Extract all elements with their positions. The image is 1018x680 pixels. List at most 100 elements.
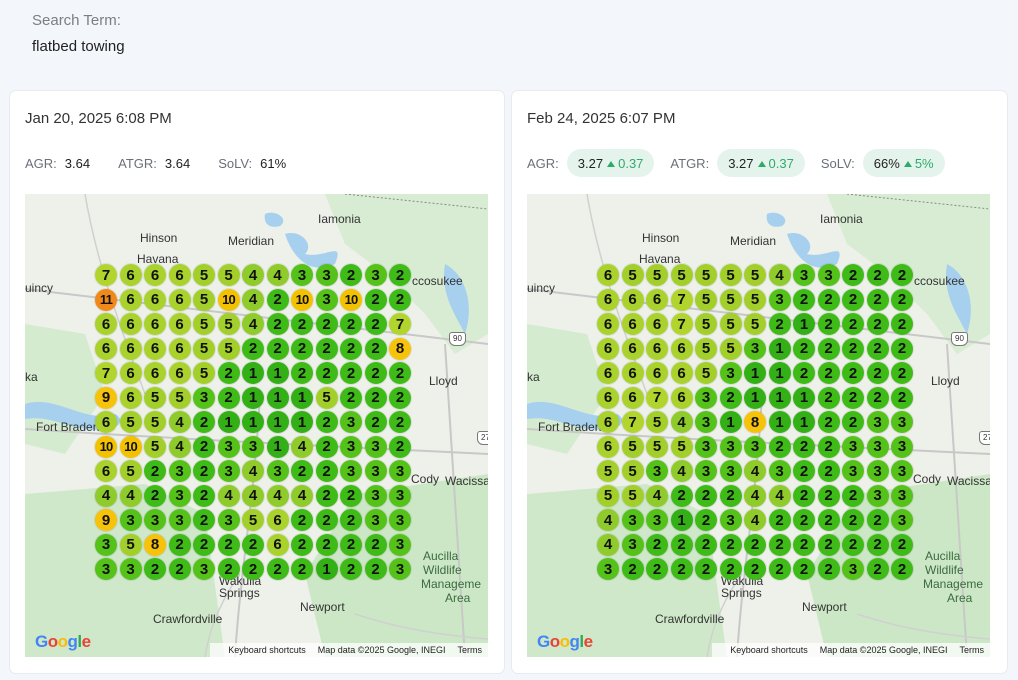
rank-dot[interactable]: 7 <box>95 264 117 286</box>
rank-dot[interactable]: 5 <box>144 411 166 433</box>
terms-link[interactable]: Terms <box>457 645 483 655</box>
rank-dot[interactable]: 2 <box>842 411 864 433</box>
rank-dot[interactable]: 2 <box>340 386 362 409</box>
rank-dot[interactable]: 2 <box>364 386 387 409</box>
rank-dot[interactable]: 5 <box>217 337 240 360</box>
rank-dot[interactable]: 2 <box>817 386 840 409</box>
rank-dot[interactable]: 3 <box>119 558 142 580</box>
rank-dot[interactable]: 2 <box>217 533 240 556</box>
rank-dot[interactable]: 2 <box>364 558 387 580</box>
rank-dot[interactable]: 5 <box>621 435 644 458</box>
rank-dot[interactable]: 4 <box>597 509 619 531</box>
rank-dot[interactable]: 3 <box>842 460 864 482</box>
rank-dot[interactable]: 2 <box>364 411 387 433</box>
rank-dot[interactable]: 2 <box>817 288 840 311</box>
rank-dot[interactable]: 1 <box>744 386 766 409</box>
rank-dot[interactable]: 2 <box>315 362 338 384</box>
rank-dot[interactable]: 4 <box>768 264 791 286</box>
rank-dot[interactable]: 2 <box>866 509 889 531</box>
rank-dot[interactable]: 6 <box>597 264 619 286</box>
rank-dot[interactable]: 2 <box>364 533 387 556</box>
rank-dot[interactable]: 5 <box>144 435 166 458</box>
rank-dot[interactable]: 1 <box>242 411 264 433</box>
rank-dot[interactable]: 3 <box>866 484 889 507</box>
rank-dot[interactable]: 2 <box>842 288 864 311</box>
rank-dot[interactable]: 1 <box>266 362 289 384</box>
rank-dot[interactable]: 2 <box>793 337 815 360</box>
rank-grid-map[interactable]: Hinson Havana Iamonia Meridian Lloyd Fort Bra… <box>527 194 990 657</box>
rank-dot[interactable]: 3 <box>891 411 913 433</box>
rank-dot[interactable]: 2 <box>670 558 693 580</box>
rank-dot[interactable]: 3 <box>866 460 889 482</box>
rank-dot[interactable]: 5 <box>217 313 240 335</box>
rank-dot[interactable]: 2 <box>144 484 166 507</box>
rank-dot[interactable]: 3 <box>217 460 240 482</box>
rank-dot[interactable]: 2 <box>866 558 889 580</box>
rank-dot[interactable]: 10 <box>119 435 142 458</box>
rank-dot[interactable]: 5 <box>744 288 766 311</box>
rank-dot[interactable]: 4 <box>168 435 191 458</box>
rank-dot[interactable]: 2 <box>291 533 313 556</box>
rank-dot[interactable]: 4 <box>242 484 264 507</box>
rank-dot[interactable]: 4 <box>670 411 693 433</box>
rank-dot[interactable]: 2 <box>364 313 387 335</box>
rank-dot[interactable]: 2 <box>817 313 840 335</box>
rank-dot[interactable]: 5 <box>193 288 215 311</box>
rank-dot[interactable]: 1 <box>719 411 742 433</box>
rank-dot[interactable]: 2 <box>817 484 840 507</box>
rank-dot[interactable]: 3 <box>389 460 411 482</box>
rank-dot[interactable]: 6 <box>597 362 619 384</box>
rank-dot[interactable]: 2 <box>744 533 766 556</box>
rank-dot[interactable]: 2 <box>866 264 889 286</box>
rank-dot[interactable]: 7 <box>646 386 668 409</box>
rank-dot[interactable]: 2 <box>793 484 815 507</box>
rank-dot[interactable]: 2 <box>891 288 913 311</box>
rank-dot[interactable]: 2 <box>193 509 215 531</box>
rank-dot[interactable]: 10 <box>217 288 240 311</box>
rank-dot[interactable]: 6 <box>95 411 117 433</box>
rank-dot[interactable]: 2 <box>217 386 240 409</box>
rank-dot[interactable]: 2 <box>340 533 362 556</box>
rank-dot[interactable]: 2 <box>364 288 387 311</box>
rank-dot[interactable]: 1 <box>768 362 791 384</box>
rank-dot[interactable]: 3 <box>891 435 913 458</box>
rank-dot[interactable]: 4 <box>291 484 313 507</box>
rank-dot[interactable]: 2 <box>389 288 411 311</box>
rank-dot[interactable]: 10 <box>340 288 362 311</box>
rank-dot[interactable]: 1 <box>315 558 338 580</box>
rank-dot[interactable]: 3 <box>95 533 117 556</box>
rank-dot[interactable]: 2 <box>291 313 313 335</box>
rank-dot[interactable]: 5 <box>168 386 191 409</box>
rank-dot[interactable]: 5 <box>670 435 693 458</box>
rank-dot[interactable]: 6 <box>597 313 619 335</box>
rank-dot[interactable]: 1 <box>242 362 264 384</box>
rank-dot[interactable]: 2 <box>315 533 338 556</box>
rank-dot[interactable]: 5 <box>719 337 742 360</box>
rank-dot[interactable]: 2 <box>891 558 913 580</box>
rank-dot[interactable]: 2 <box>817 509 840 531</box>
rank-dot[interactable]: 7 <box>389 313 411 335</box>
rank-dot[interactable]: 2 <box>891 264 913 286</box>
rank-dot[interactable]: 3 <box>315 288 338 311</box>
rank-dot[interactable]: 2 <box>719 558 742 580</box>
rank-dot[interactable]: 2 <box>866 533 889 556</box>
rank-dot[interactable]: 2 <box>340 509 362 531</box>
rank-dot[interactable]: 2 <box>842 264 864 286</box>
rank-dot[interactable]: 6 <box>266 533 289 556</box>
rank-dot[interactable]: 8 <box>389 337 411 360</box>
rank-dot[interactable]: 4 <box>95 484 117 507</box>
rank-dot[interactable]: 2 <box>389 411 411 433</box>
rank-dot[interactable]: 4 <box>291 435 313 458</box>
rank-dot[interactable]: 3 <box>646 509 668 531</box>
rank-dot[interactable]: 3 <box>266 460 289 482</box>
rank-dot[interactable]: 2 <box>242 337 264 360</box>
rank-dot[interactable]: 2 <box>242 533 264 556</box>
rank-dot[interactable]: 6 <box>266 509 289 531</box>
rank-dot[interactable]: 3 <box>768 288 791 311</box>
rank-dot[interactable]: 4 <box>242 313 264 335</box>
rank-dot[interactable]: 2 <box>389 386 411 409</box>
rank-dot[interactable]: 3 <box>340 460 362 482</box>
rank-dot[interactable]: 1 <box>793 386 815 409</box>
rank-dot[interactable]: 5 <box>621 484 644 507</box>
rank-dot[interactable]: 8 <box>744 411 766 433</box>
